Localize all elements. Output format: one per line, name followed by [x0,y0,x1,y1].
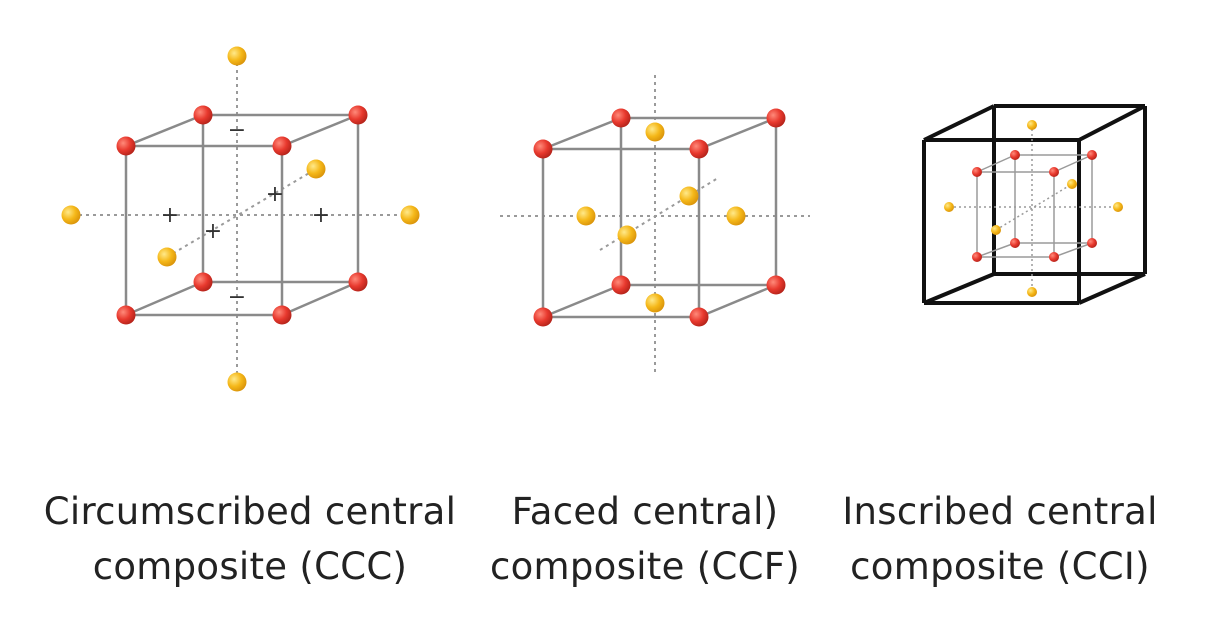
ccc-factorial-points [116,105,368,325]
caption-line: Circumscribed central [43,490,457,533]
cci-factorial-points [972,150,1097,262]
factorial-point [116,136,136,156]
axial-point [157,247,177,267]
axial-point [645,293,665,313]
factorial-point [1049,167,1059,177]
factorial-point [193,272,213,292]
axial-point [1027,120,1037,130]
factorial-point [611,108,631,128]
ccf-axes [500,75,810,372]
axial-point [645,122,665,142]
ccc-diagram: + + + + − − [61,46,420,392]
factorial-point [766,275,786,295]
axial-point [306,159,326,179]
factorial-point [1010,150,1020,160]
axial-point [61,205,81,225]
factorial-point [116,305,136,325]
axial-point [1067,179,1077,189]
minus-mark: − [228,285,246,310]
cci-diagram [922,104,1147,305]
caption-line: composite (CCI) [850,545,1150,588]
cci-axial-points [944,120,1123,297]
cci-caption: Inscribed central composite (CCI) [820,484,1180,594]
factorial-point [533,307,553,327]
factorial-point [611,275,631,295]
ccc-caption: Circumscribed central composite (CCC) [30,484,470,594]
axial-point [991,225,1001,235]
factorial-point [348,105,368,125]
axial-point [726,206,746,226]
axial-point [679,186,699,206]
minus-mark: − [228,118,246,143]
factorial-point [272,136,292,156]
axial-point [944,202,954,212]
factorial-point [1087,238,1097,248]
ccc-axis-marks: + + + + − − [161,118,330,310]
factorial-point [272,305,292,325]
axial-point [227,372,247,392]
factorial-point [1087,150,1097,160]
factorial-point [533,139,553,159]
cci-inner-cube [976,154,1093,258]
ccf-z-axis [599,177,719,251]
axial-point [227,46,247,66]
factorial-point [1049,252,1059,262]
ccf-cube [541,116,778,319]
factorial-point [972,252,982,262]
factorial-point [972,167,982,177]
factorial-point [766,108,786,128]
factorial-point [1010,238,1020,248]
ccc-axes [72,56,410,382]
plus-mark: + [161,203,179,228]
factorial-point [689,307,709,327]
axial-point [617,225,637,245]
axial-point [1027,287,1037,297]
caption-line: composite (CCC) [92,545,408,588]
ccf-caption: Faced central) composite (CCF) [470,484,820,594]
plus-mark: + [204,219,222,244]
factorial-point [348,272,368,292]
ccc-z-axis [166,168,317,258]
ccc-axial-points [61,46,420,392]
ccf-axial-points [576,122,746,313]
caption-line: composite (CCF) [489,545,801,588]
axial-point [400,205,420,225]
cci-axes [949,124,1118,293]
plus-mark: + [312,203,330,228]
cci-outer-cube [922,104,1147,305]
plus-mark: + [266,182,284,207]
axial-point [576,206,596,226]
ccc-cube [124,113,360,317]
ccf-factorial-points [533,108,786,327]
factorial-point [193,105,213,125]
axial-point [1113,202,1123,212]
caption-line: Faced central) [511,490,779,533]
caption-line: Inscribed central [842,490,1158,533]
ccf-diagram [500,75,810,372]
factorial-point [689,139,709,159]
